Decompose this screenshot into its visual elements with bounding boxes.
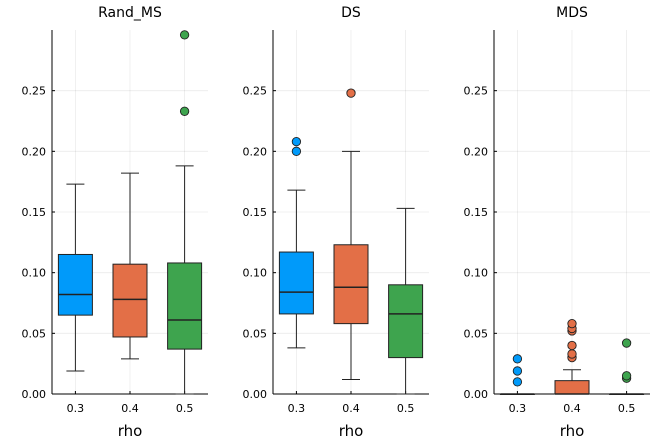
y-tick-label: 0.15 (464, 206, 489, 219)
box-0.3 (278, 136, 314, 349)
box-iqr (388, 284, 424, 359)
x-tick-label: 0.4 (342, 402, 360, 415)
y-tick-label: 0.15 (243, 206, 268, 219)
y-tick-label: 0.15 (22, 206, 47, 219)
y-tick-label: 0.05 (22, 327, 47, 340)
panel-title: Rand_MS (98, 5, 162, 21)
outlier-point (621, 338, 632, 348)
x-tick-label: 0.3 (509, 402, 527, 415)
y-tick-label: 0.10 (243, 267, 268, 280)
y-tick-label: 0.25 (22, 85, 47, 98)
box-0.4 (333, 88, 369, 380)
panel-1: 0.00 0.05 0.10 0.15 0.20 0.25 0.3 0.4 0.5 Rand_MS… (22, 5, 208, 440)
y-tick-label: 0.05 (464, 327, 489, 340)
y-tick-label: 0.10 (22, 267, 47, 280)
outlier-point (512, 366, 523, 376)
box-iqr (278, 251, 314, 315)
box-iqr (167, 262, 203, 350)
box-0.3 (57, 183, 93, 372)
box-iqr (554, 380, 590, 395)
outlier-point (291, 136, 302, 147)
outlier-point (567, 349, 577, 359)
x-axis-label: rho (339, 422, 364, 440)
y-tick-label: 0.20 (22, 145, 47, 158)
x-axis-label: rho (118, 422, 143, 440)
outlier-point (179, 30, 190, 40)
y-tick-label: 0.20 (243, 145, 268, 158)
outlier-point (567, 318, 577, 329)
x-tick-label: 0.4 (563, 402, 581, 415)
x-tick-label: 0.3 (67, 402, 85, 415)
box-iqr (57, 253, 93, 316)
outlier-point (291, 146, 302, 156)
outlier-point (567, 340, 577, 351)
y-tick-label: 0.05 (243, 327, 268, 340)
x-axis-label: rho (560, 422, 585, 440)
box-0.5 (388, 207, 424, 395)
box-iqr (112, 263, 148, 338)
box-0.5 (167, 30, 203, 395)
y-tick-label: 0.25 (464, 85, 489, 98)
y-tick-label: 0.00 (464, 388, 489, 401)
box-0.4 (112, 172, 148, 360)
x-tick-label: 0.5 (176, 402, 194, 415)
x-tick-label: 0.5 (397, 402, 415, 415)
outlier-point (512, 377, 523, 387)
panel-2: 0.00 0.05 0.10 0.15 0.20 0.25 0.3 0.4 0.5 DS rho (243, 5, 429, 440)
panel-3: 0.00 0.05 0.10 0.15 0.20 0.25 0.3 0.4 0.5 MDS rho (464, 5, 650, 440)
y-tick-label: 0.20 (464, 145, 489, 158)
y-tick-label: 0.10 (464, 267, 489, 280)
panel-title: DS (341, 5, 361, 21)
box-0.4 (554, 318, 590, 395)
box-0.3 (499, 354, 535, 395)
y-tick-label: 0.00 (22, 388, 47, 401)
outlier-point (179, 106, 190, 116)
outlier-point (621, 371, 632, 381)
y-tick-label: 0.25 (243, 85, 268, 98)
panel-title: MDS (556, 5, 588, 21)
x-tick-label: 0.5 (618, 402, 636, 415)
outlier-point (346, 88, 356, 98)
x-tick-label: 0.4 (121, 402, 139, 415)
outlier-point (512, 354, 523, 364)
y-tick-label: 0.00 (243, 388, 268, 401)
box-0.5 (609, 338, 645, 395)
x-tick-label: 0.3 (288, 402, 306, 415)
box-iqr (333, 244, 369, 325)
